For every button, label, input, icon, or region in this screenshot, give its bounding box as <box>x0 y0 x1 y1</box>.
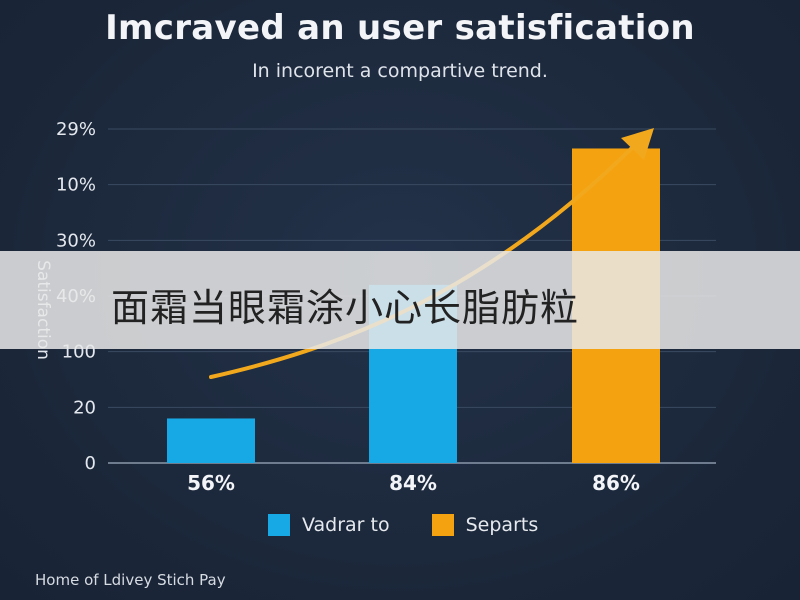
legend-item-blue: Vadrar to <box>268 514 390 536</box>
chart-subtitle: In incorent a compartive trend. <box>252 60 548 82</box>
x-tick-label: 86% <box>592 471 640 495</box>
y-tick-label: 0 <box>85 453 96 474</box>
trend-arrow-head <box>621 128 654 160</box>
overlay-banner <box>0 251 800 349</box>
y-tick-label: 30% <box>56 230 96 251</box>
legend-item-orange: Separts <box>431 514 539 536</box>
legend-swatch-orange <box>431 514 454 536</box>
legend-label-blue: Vadrar to <box>302 514 390 536</box>
y-tick-label: 20 <box>73 397 96 418</box>
y-tick-label: 10% <box>56 175 96 196</box>
chart-legend: Vadrar to Separts <box>268 514 580 536</box>
chart-title: Imcraved an user satisfication <box>105 8 695 48</box>
y-tick-label: 29% <box>56 119 96 140</box>
x-tick-label: 56% <box>187 471 235 495</box>
legend-label-orange: Separts <box>465 514 539 536</box>
overlay-banner-text: 面霜当眼霜涂小心长脂肪粒 <box>111 286 580 330</box>
bar <box>167 418 255 463</box>
chart-footer: Home of Ldivey Stich Pay <box>35 571 226 589</box>
x-tick-label: 84% <box>389 471 437 495</box>
legend-swatch-blue <box>268 514 290 536</box>
